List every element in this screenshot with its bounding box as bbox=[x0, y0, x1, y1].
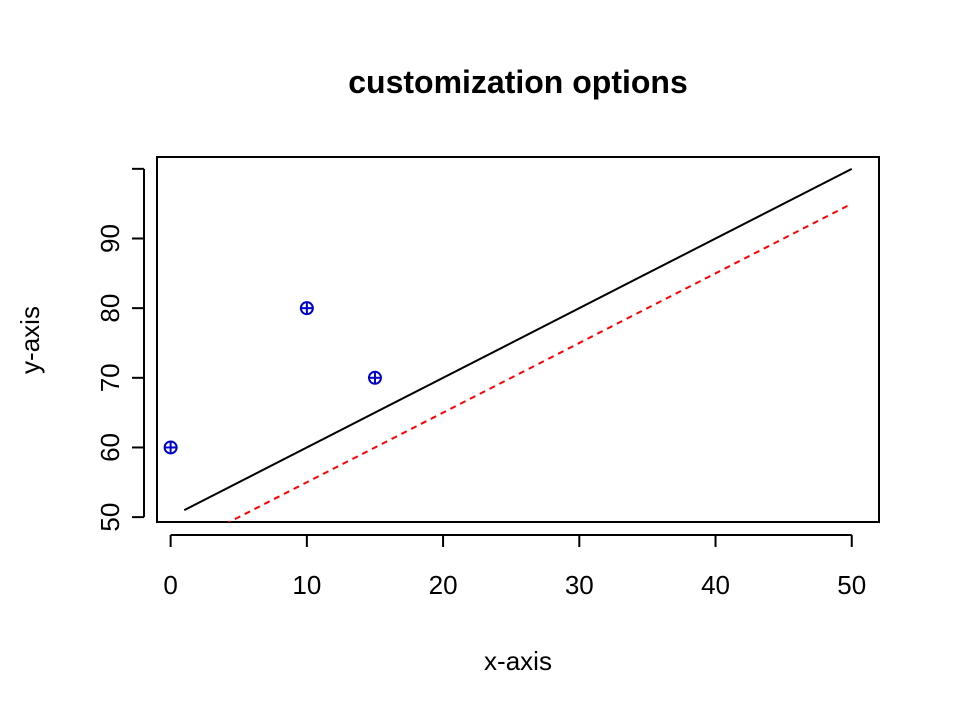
x-tick-label: 20 bbox=[429, 570, 458, 600]
y-axis: 50 60 70 80 90 bbox=[95, 167, 145, 532]
solid-line bbox=[183, 167, 853, 512]
x-tick-label: 50 bbox=[837, 570, 866, 600]
x-tick-label: 30 bbox=[565, 570, 594, 600]
y-tick-label: 70 bbox=[95, 363, 125, 392]
y-axis-label: y-axis bbox=[15, 306, 45, 374]
x-axis: 0 10 20 30 40 50 bbox=[163, 534, 866, 600]
data-point bbox=[163, 440, 178, 455]
point-series bbox=[163, 301, 382, 455]
x-tick-label: 0 bbox=[163, 570, 177, 600]
x-axis-label: x-axis bbox=[484, 646, 552, 676]
dashed-line bbox=[227, 202, 853, 522]
y-tick-label: 50 bbox=[95, 503, 125, 532]
data-point bbox=[367, 370, 382, 385]
x-tick-label: 40 bbox=[701, 570, 730, 600]
data-point bbox=[299, 301, 314, 316]
y-tick-label: 80 bbox=[95, 294, 125, 323]
y-tick-label: 90 bbox=[95, 224, 125, 253]
y-tick-label: 60 bbox=[95, 433, 125, 462]
chart-title: customization options bbox=[348, 64, 688, 100]
x-tick-label: 10 bbox=[292, 570, 321, 600]
plot-frame bbox=[156, 156, 880, 523]
line-series bbox=[183, 167, 853, 522]
